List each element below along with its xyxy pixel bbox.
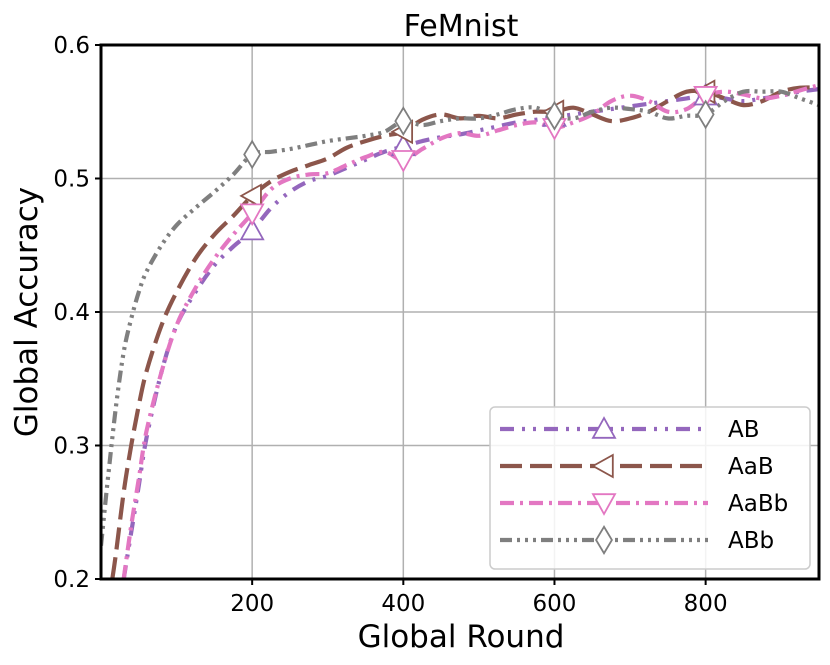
data-point-abb [243, 139, 262, 170]
data-point-abb [545, 100, 564, 131]
legend-label-abb: ABb [728, 528, 774, 554]
data-point-aab [239, 183, 262, 209]
legend-marker-ab [591, 416, 617, 439]
legend: AB AaB AaBb ABb [489, 406, 811, 570]
data-point-abb [394, 106, 413, 137]
legend-label-aabb: AaBb [728, 491, 788, 517]
x-tick-label: 200 [230, 591, 274, 617]
legend-box [489, 406, 811, 570]
x-tick-label: 800 [684, 591, 728, 617]
y-tick-label: 0.4 [53, 300, 90, 326]
data-point-aabb [239, 203, 265, 227]
series-line-aab [110, 85, 819, 579]
data-point-abb [696, 99, 715, 130]
legend-marker-abb [595, 525, 613, 555]
legend-marker-aabb [591, 493, 617, 516]
legend-label-aab: AaB [728, 454, 774, 480]
series-line-aabb [121, 83, 819, 579]
x-tick-label: 600 [533, 591, 577, 617]
data-point-ab [239, 217, 265, 241]
y-axis-ticks: 0.2 0.3 0.4 0.5 0.6 [53, 33, 101, 593]
y-tick-label: 0.6 [53, 33, 90, 59]
series-line-abb [101, 88, 819, 546]
y-tick-label: 0.5 [53, 167, 90, 193]
x-axis-label: Global Round [358, 619, 565, 655]
legend-marker-aab [591, 453, 614, 479]
y-axis-label: Global Accuracy [9, 187, 45, 437]
legend-label-ab: AB [728, 417, 760, 443]
series-markers [239, 79, 719, 241]
chart-title: FeMnist [404, 9, 519, 44]
y-tick-label: 0.2 [53, 567, 90, 593]
series-lines [101, 83, 819, 579]
y-tick-label: 0.3 [53, 434, 90, 460]
x-axis-ticks: 200 400 600 800 [230, 579, 728, 617]
x-tick-label: 400 [381, 591, 425, 617]
data-point-aabb [693, 86, 719, 109]
data-point-aabb [390, 150, 416, 173]
